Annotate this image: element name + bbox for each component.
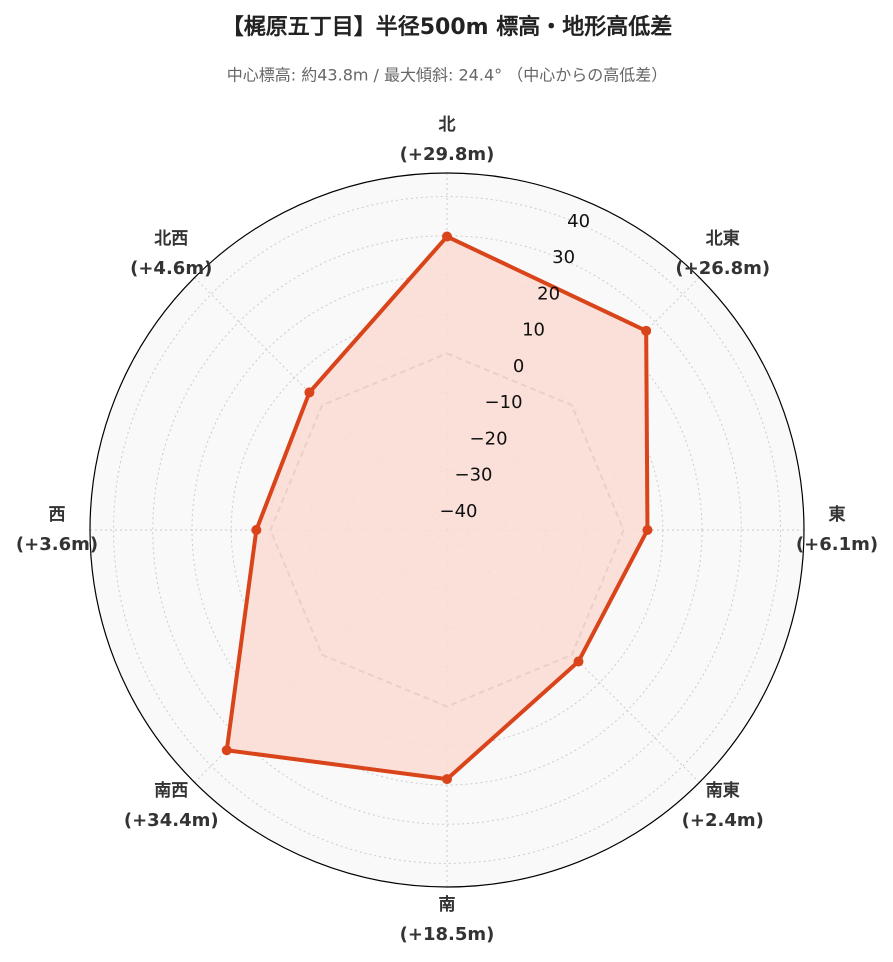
data-point [573, 656, 584, 667]
r-tick-label: −40 [440, 501, 478, 522]
data-point [642, 525, 653, 535]
data-point [304, 387, 315, 398]
value-label: (+2.4m) [682, 810, 764, 831]
category-label: 南 [439, 894, 456, 915]
chart-title: 【梶原五丁目】半径500m 標高・地形高低差 [222, 14, 673, 40]
grid-circle [113, 196, 781, 864]
plot-border [89, 172, 805, 888]
r-tick-label: 20 [537, 283, 560, 304]
data-point [221, 745, 232, 756]
data-point [251, 525, 262, 535]
r-tick-label: 10 [522, 320, 545, 341]
r-tick-label: 40 [567, 211, 590, 232]
r-tick-label: −10 [485, 392, 523, 413]
category-label: 南東 [706, 780, 740, 801]
value-label: (+26.8m) [675, 258, 770, 279]
chart-subtitle: 中心標高: 約43.8m / 最大傾斜: 24.4° （中心からの高低差） [227, 66, 667, 85]
data-point [641, 325, 652, 336]
category-label: 北東 [706, 228, 740, 249]
value-label: (+4.6m) [130, 258, 212, 279]
value-label: (+29.8m) [400, 144, 495, 165]
data-point [442, 774, 452, 785]
r-tick-label: −20 [470, 428, 508, 449]
value-label: (+3.6m) [16, 534, 98, 555]
category-label: 北 [439, 115, 456, 135]
data-point [442, 231, 452, 242]
category-label: 西 [49, 505, 66, 525]
category-label: 東 [829, 504, 846, 525]
category-label: 北西 [154, 229, 188, 249]
r-tick-label: −30 [455, 465, 493, 486]
value-label: (+34.4m) [124, 810, 219, 831]
category-label: 南西 [154, 780, 188, 801]
r-tick-label: 0 [513, 356, 524, 377]
value-label: (+6.1m) [796, 534, 878, 555]
value-label: (+18.5m) [400, 924, 495, 945]
r-tick-label: 30 [552, 247, 575, 268]
